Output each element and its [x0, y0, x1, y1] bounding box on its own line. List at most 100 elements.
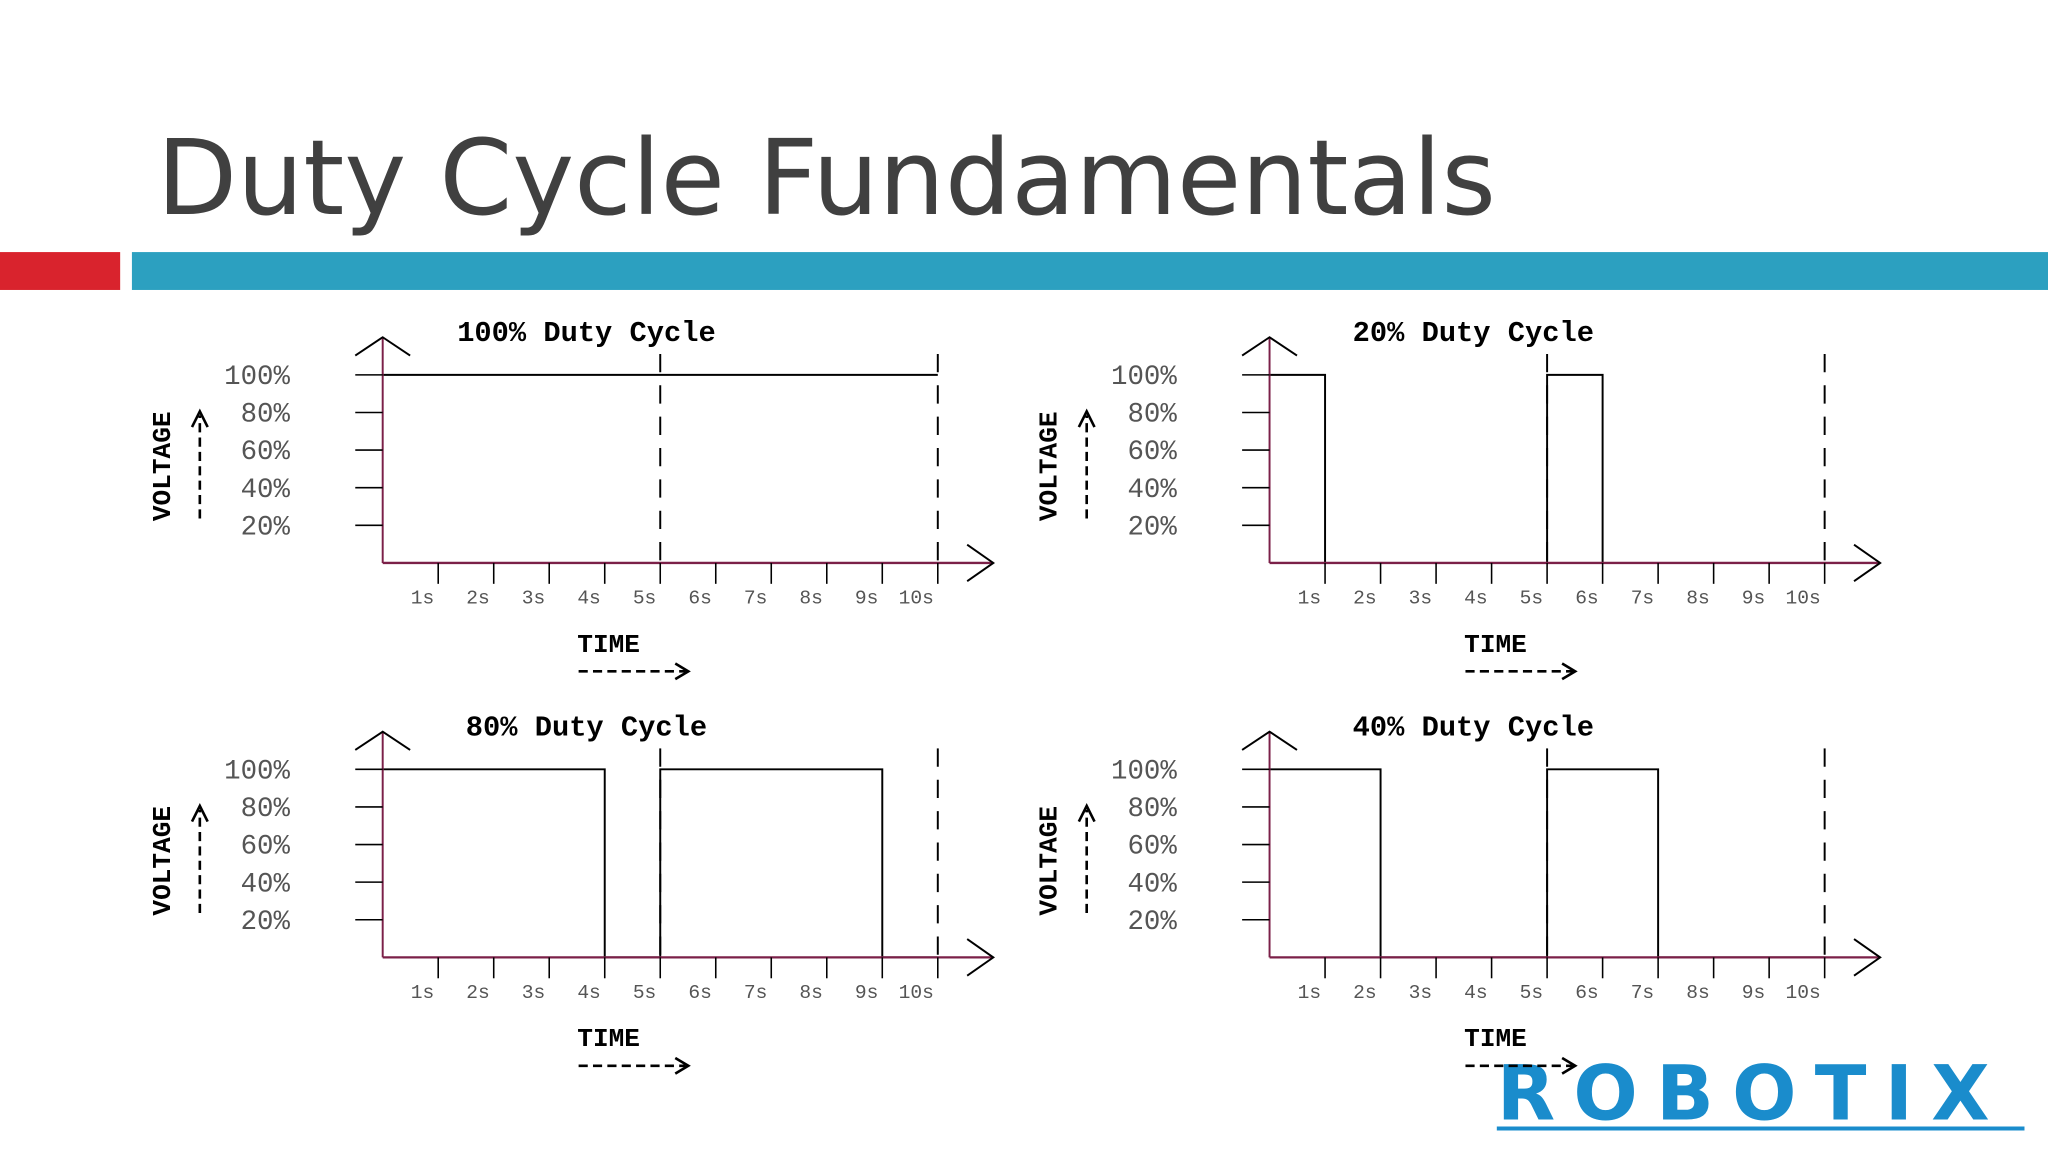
- y-tick-label: 80%: [241, 794, 291, 825]
- x-tick-label: 8s: [1686, 982, 1710, 1004]
- chart-title: 40% Duty Cycle: [1353, 711, 1594, 744]
- chart: 20% 40% 60% 80% 100% 1s 2s 3s 4s 5s 6s 7s 8s 9s 10s 80%…: [148, 711, 996, 1075]
- chart: 20% 40% 60% 80% 100% 1s 2s 3s 4s 5s 6s 7s 8s 9s 10s 100…: [148, 317, 996, 681]
- x-axis-label: TIME: [577, 1024, 640, 1054]
- x-label-arrow-head: [1561, 662, 1578, 681]
- y-axis-label: VOLTAGE: [1035, 411, 1065, 521]
- y-tick-label: 40%: [1127, 475, 1177, 506]
- y-axis-label: VOLTAGE: [1035, 806, 1065, 916]
- x-tick-label: 5s: [1520, 587, 1543, 609]
- x-label-arrow-head: [674, 1056, 691, 1075]
- x-tick-label: 8s: [799, 982, 823, 1004]
- x-tick-label: 6s: [688, 587, 712, 609]
- x-axis-arrow: [966, 938, 996, 977]
- x-tick-label: 7s: [1631, 982, 1655, 1004]
- slide-content: Duty Cycle Fundamentals ROBOTIX 20% 40% 60…: [0, 117, 2048, 1137]
- y-label-arrow-head: [190, 408, 209, 428]
- x-label-arrow-head: [674, 662, 691, 681]
- x-label-arrow-head: [1561, 1056, 1578, 1075]
- x-tick-label: 8s: [799, 587, 823, 609]
- x-tick-label: 7s: [744, 587, 768, 609]
- x-axis-arrow: [1853, 938, 1882, 977]
- chart-title: 80% Duty Cycle: [466, 711, 707, 744]
- x-tick-label: 2s: [466, 982, 490, 1004]
- header-bar: [131, 252, 2048, 290]
- x-tick-label: 4s: [1464, 587, 1488, 609]
- x-tick-label: 1s: [1298, 982, 1322, 1004]
- y-axis-arrow: [354, 730, 411, 751]
- x-tick-label: 5s: [633, 587, 657, 609]
- x-tick-label: 1s: [1298, 587, 1322, 609]
- y-axis-arrow: [1241, 336, 1298, 357]
- y-tick-label: 80%: [1127, 794, 1177, 825]
- y-label-arrow-head: [190, 802, 209, 823]
- y-tick-label: 60%: [241, 832, 291, 863]
- x-tick-label: 10s: [899, 587, 934, 609]
- waveform: [382, 768, 938, 959]
- x-axis-label: TIME: [577, 630, 640, 660]
- x-tick-label: 1s: [411, 982, 435, 1004]
- x-tick-label: 2s: [466, 587, 490, 609]
- x-axis-arrow: [966, 543, 996, 583]
- x-tick-label: 3s: [522, 982, 546, 1004]
- y-axis-arrow: [1241, 730, 1298, 751]
- y-tick-label: 60%: [1127, 832, 1177, 863]
- y-tick-label: 20%: [241, 907, 291, 938]
- y-axis-label: VOLTAGE: [148, 806, 178, 916]
- x-tick-label: 10s: [1785, 982, 1820, 1004]
- y-tick-label: 60%: [1127, 437, 1177, 468]
- x-tick-label: 10s: [1785, 587, 1820, 609]
- y-tick-label: 20%: [241, 512, 291, 543]
- y-label-arrow-head: [1077, 802, 1096, 823]
- x-tick-label: 3s: [1409, 587, 1433, 609]
- x-tick-label: 9s: [855, 587, 879, 609]
- x-tick-label: 4s: [1464, 982, 1488, 1004]
- x-axis-arrow: [1853, 543, 1882, 583]
- x-tick-label: 5s: [633, 982, 657, 1004]
- x-tick-label: 9s: [1742, 587, 1765, 609]
- x-tick-label: 2s: [1353, 587, 1377, 609]
- chart-title: 20% Duty Cycle: [1353, 317, 1594, 350]
- y-tick-label: 60%: [241, 437, 291, 468]
- x-tick-label: 10s: [899, 982, 934, 1004]
- x-tick-label: 9s: [855, 982, 879, 1004]
- chart: 20% 40% 60% 80% 100% 1s 2s 3s 4s 5s 6s 7s 8s 9s 10s 20%…: [1035, 317, 1882, 681]
- x-tick-label: 4s: [577, 982, 601, 1004]
- x-tick-label: 1s: [411, 587, 435, 609]
- y-tick-label: 100%: [1111, 756, 1177, 787]
- y-tick-label: 80%: [241, 400, 291, 431]
- x-tick-label: 9s: [1742, 982, 1765, 1004]
- chart-title: 100% Duty Cycle: [457, 317, 716, 350]
- y-tick-label: 20%: [1127, 907, 1177, 938]
- y-tick-label: 20%: [1127, 512, 1177, 543]
- y-tick-label: 40%: [241, 475, 291, 506]
- x-tick-label: 6s: [1575, 587, 1599, 609]
- x-tick-label: 6s: [1575, 982, 1599, 1004]
- y-axis-arrow: [354, 336, 411, 357]
- chart: 20% 40% 60% 80% 100% 1s 2s 3s 4s 5s 6s 7s 8s 9s 10s 40%…: [1035, 711, 1882, 1075]
- accent-bar: [0, 252, 121, 290]
- y-tick-label: 40%: [241, 869, 291, 900]
- y-tick-label: 100%: [1111, 362, 1177, 393]
- y-tick-label: 100%: [224, 756, 290, 787]
- x-tick-label: 3s: [1409, 982, 1433, 1004]
- x-tick-label: 8s: [1686, 587, 1710, 609]
- x-tick-label: 2s: [1353, 982, 1377, 1004]
- x-tick-label: 5s: [1520, 982, 1543, 1004]
- x-tick-label: 6s: [688, 982, 712, 1004]
- y-tick-label: 80%: [1127, 400, 1177, 431]
- x-axis-label: TIME: [1464, 1024, 1527, 1054]
- slide-title: Duty Cycle Fundamentals: [157, 117, 1496, 239]
- x-tick-label: 7s: [744, 982, 768, 1004]
- x-axis-label: TIME: [1464, 630, 1527, 660]
- y-tick-label: 40%: [1127, 869, 1177, 900]
- waveform: [1269, 373, 1825, 564]
- logo: ROBOTIX: [1497, 1049, 2008, 1137]
- y-axis-label: VOLTAGE: [148, 411, 178, 521]
- waveform: [1269, 768, 1825, 959]
- y-label-arrow-head: [1077, 408, 1096, 428]
- x-tick-label: 4s: [577, 587, 601, 609]
